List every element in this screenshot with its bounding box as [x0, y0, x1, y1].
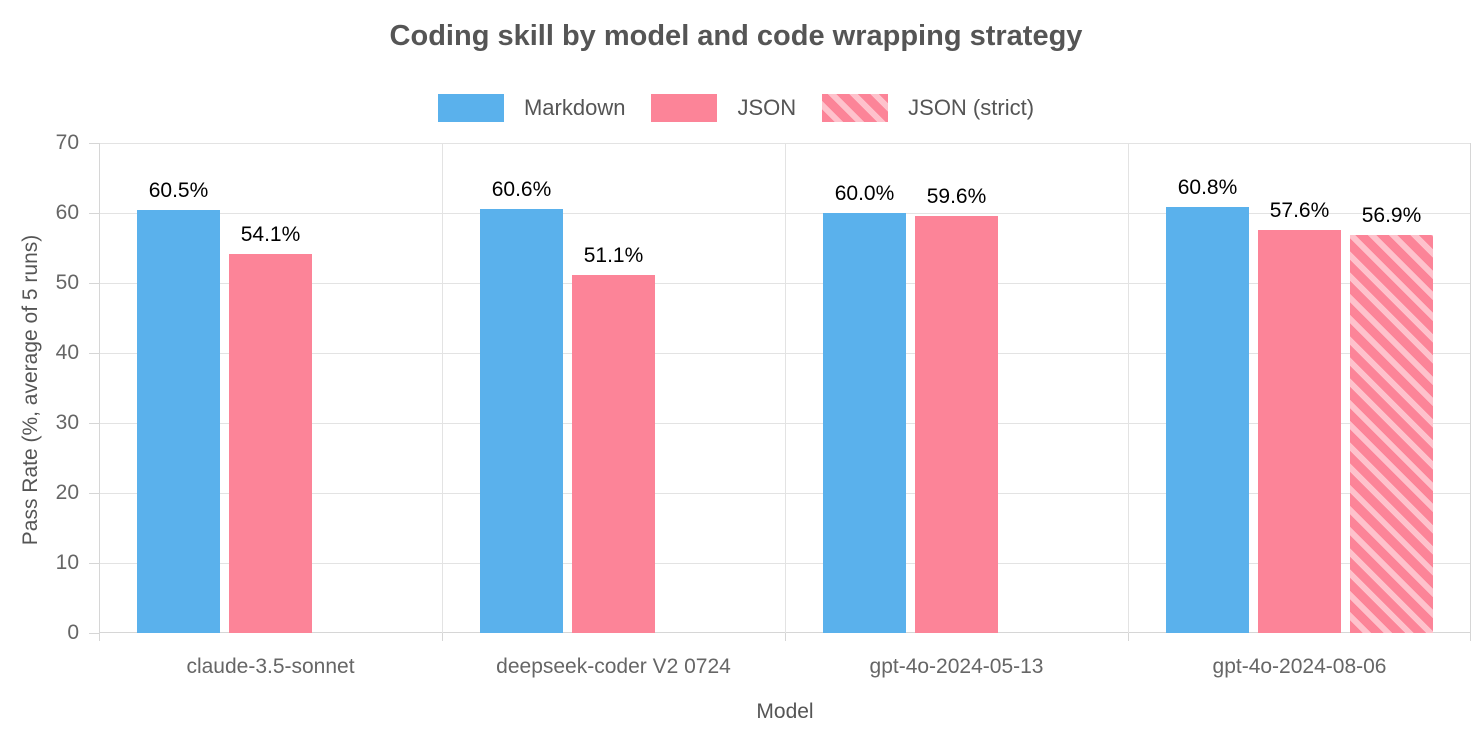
- x-category-label: claude-3.5-sonnet: [186, 655, 355, 678]
- bar-value-label: 51.1%: [583, 244, 644, 268]
- bar-markdown: [137, 209, 220, 633]
- x-axis-tick: [442, 633, 443, 641]
- x-category-label: deepseek-coder V2 0724: [496, 655, 731, 678]
- bar-value-label: 60.6%: [491, 177, 552, 201]
- group-divider: [442, 143, 443, 633]
- bar-json-strict: [1350, 234, 1433, 633]
- y-tick-label: 50: [55, 271, 79, 294]
- bar-json: [572, 275, 655, 633]
- y-tick-label: 0: [67, 621, 79, 644]
- bar-value-label: 59.6%: [926, 184, 987, 208]
- legend-item-json[interactable]: JSON: [651, 94, 796, 122]
- bar-json: [229, 254, 312, 633]
- bar-markdown: [823, 213, 906, 633]
- bar-value-label: 56.9%: [1361, 203, 1422, 227]
- legend-label: JSON: [737, 95, 797, 120]
- legend-item-markdown[interactable]: Markdown: [437, 94, 626, 122]
- plot-right-border: [1470, 143, 1471, 633]
- y-axis-title: Pass Rate (%, average of 5 runs): [19, 234, 42, 546]
- y-tick-label: 10: [55, 551, 79, 574]
- legend-label: Markdown: [523, 95, 626, 120]
- x-category-label: gpt-4o-2024-05-13: [869, 655, 1044, 678]
- y-tick-label: 70: [55, 131, 79, 154]
- bar-json: [1258, 229, 1341, 633]
- y-axis-tick: [89, 562, 99, 564]
- x-axis-tick: [785, 633, 786, 641]
- legend: Markdown JSON JSON (strict): [0, 94, 1472, 122]
- group-divider: [1128, 143, 1129, 633]
- y-axis-tick: [89, 142, 99, 144]
- y-tick-label: 20: [55, 481, 79, 504]
- y-axis-tick: [89, 352, 99, 354]
- bar-value-label: 60.5%: [148, 178, 209, 202]
- bar-markdown: [480, 208, 563, 633]
- x-category-label: gpt-4o-2024-08-06: [1212, 655, 1387, 678]
- y-axis-tick: [89, 212, 99, 214]
- bar-value-label: 60.0%: [834, 182, 895, 205]
- plot-area: 0 10 20 30 40 50 60 70 60.5% 60.6% 60.0% 60.8% 54.1%…: [56, 132, 1471, 678]
- y-axis-tick: [89, 422, 99, 424]
- y-tick-label: 30: [55, 411, 79, 434]
- bar-value-label: 57.6%: [1269, 198, 1330, 222]
- bar-markdown: [1166, 207, 1249, 633]
- chart-title: Coding skill by model and code wrapping …: [389, 20, 1083, 52]
- y-tick-label: 40: [55, 341, 79, 364]
- y-tick-label: 60: [55, 201, 79, 224]
- x-axis-tick: [99, 633, 100, 641]
- y-axis-tick: [89, 282, 99, 284]
- x-axis-title: Model: [756, 700, 814, 723]
- legend-swatch-json-strict: [822, 94, 889, 122]
- bar-json: [915, 215, 998, 633]
- legend-label: JSON (strict): [908, 95, 1035, 120]
- bar-value-label: 54.1%: [240, 223, 301, 247]
- legend-item-json-strict[interactable]: JSON (strict): [822, 94, 1034, 122]
- legend-swatch-json: [651, 94, 718, 122]
- x-axis-tick: [1470, 633, 1471, 641]
- y-axis-line: [99, 143, 100, 633]
- y-axis-tick: [89, 492, 99, 494]
- y-axis-tick: [89, 632, 99, 634]
- bar-value-label: 60.8%: [1177, 176, 1238, 200]
- group-divider: [785, 143, 786, 633]
- legend-swatch-markdown: [437, 94, 504, 122]
- x-axis-tick: [1128, 633, 1129, 641]
